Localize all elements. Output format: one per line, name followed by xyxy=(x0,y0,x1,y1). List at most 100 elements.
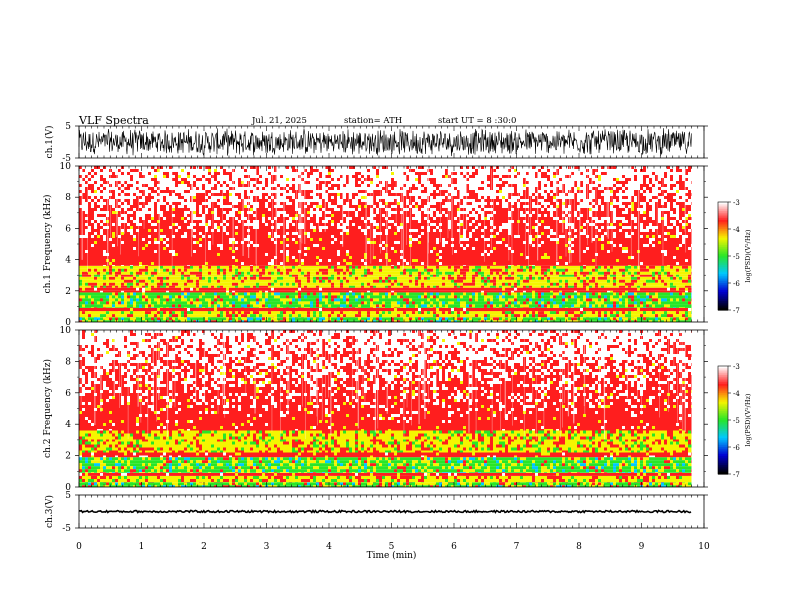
ch1-waveform-panel: 5-5ch.1(V) xyxy=(44,122,708,164)
ch1-spectrogram-streak xyxy=(512,166,513,274)
ch1-spectrogram-streak xyxy=(284,166,285,269)
ch3-waveform-ytick-label: -5 xyxy=(62,524,71,534)
ch1-spectrogram-streak xyxy=(87,166,88,273)
ch2-spectrogram-streak xyxy=(492,330,493,432)
ch1-spectrogram-streak xyxy=(144,166,145,229)
ch2-spectrogram-streak xyxy=(423,330,424,400)
ch1-spectrogram-streak xyxy=(556,166,557,261)
ch2-spectrogram-streak xyxy=(387,330,388,414)
ch2-spectrogram-streak xyxy=(659,330,660,417)
ch1-spectrogram-streak xyxy=(657,166,658,235)
ch1-spectrogram-colorbar-tick-label: -4 xyxy=(733,226,740,234)
ch2-spectrogram-streak xyxy=(305,330,306,439)
ch2-spectrogram-streak xyxy=(365,330,366,402)
ch2-spectrogram-ytick-label: 8 xyxy=(65,357,71,367)
ch1-spectrogram-streak xyxy=(213,166,214,245)
ch2-spectrogram-streak xyxy=(428,330,429,404)
ch2-spectrogram-streak xyxy=(100,330,101,412)
ch1-spectrogram-band-4 xyxy=(79,288,694,293)
x-axis-label: Time (min) xyxy=(367,550,417,561)
ch2-spectrogram-streak xyxy=(404,330,405,436)
x-tick-label: 2 xyxy=(201,542,207,552)
ch2-spectrogram-streak xyxy=(532,330,533,400)
ch2-spectrogram-streak xyxy=(568,330,569,416)
ch2-spectrogram-streak xyxy=(500,330,501,430)
ch1-spectrogram-streak xyxy=(525,166,526,260)
ch1-spectrogram-streak xyxy=(371,166,372,264)
ch2-spectrogram-colorbar-tick-label: -5 xyxy=(733,417,740,425)
ch1-spectrogram-streak xyxy=(587,166,588,245)
ch2-spectrogram-streak xyxy=(272,330,273,432)
ch2-spectrogram-streak xyxy=(683,330,684,437)
ch1-spectrogram-colorbar-tick-label: -7 xyxy=(733,307,740,315)
ch1-spectrogram-streak xyxy=(138,166,139,256)
ch1-spectrogram-band-5 xyxy=(79,277,694,288)
ch1-waveform-ylabel: ch.1(V) xyxy=(44,126,55,159)
x-tick-label: 4 xyxy=(326,542,332,552)
ch2-spectrogram-streak xyxy=(544,330,545,429)
ch3-waveform-ylabel: ch.3(V) xyxy=(44,495,55,528)
ch1-spectrogram-streak xyxy=(191,166,192,257)
ch1-spectrogram-nodata xyxy=(692,166,705,322)
ch2-spectrogram-colorbar-label: log(PSD)(V²/Hz) xyxy=(744,393,752,446)
ch2-spectrogram-streak xyxy=(158,330,159,400)
ch2-spectrogram-band-1 xyxy=(79,476,694,482)
ch1-spectrogram-ytick-label: 4 xyxy=(65,256,71,266)
x-tick-label: 3 xyxy=(264,542,270,552)
ch2-spectrogram-streak xyxy=(204,330,205,403)
ch2-spectrogram-streak xyxy=(637,330,638,399)
ch1-spectrogram-streak xyxy=(579,166,580,262)
ch2-spectrogram-streak xyxy=(524,330,525,440)
ch2-spectrogram-streak xyxy=(218,330,219,414)
ch1-spectrogram-streak xyxy=(450,166,451,231)
ch1-spectrogram-streak xyxy=(566,166,567,257)
ch1-spectrogram-streak xyxy=(301,166,302,254)
ch1-spectrogram-band-3 xyxy=(79,292,694,308)
ch2-spectrogram-streak xyxy=(153,330,154,412)
ch2-spectrogram-streak xyxy=(407,330,408,408)
ch1-spectrogram-ytick-label: 2 xyxy=(65,287,71,297)
ch2-spectrogram-streak xyxy=(141,330,142,423)
ch1-spectrogram-streak xyxy=(348,166,349,230)
ch1-spectrogram-streak xyxy=(663,166,664,265)
x-tick-label: 1 xyxy=(139,542,145,552)
ch2-spectrogram-band-2 xyxy=(79,473,694,476)
ch1-spectrogram-streak xyxy=(120,166,121,255)
ch2-spectrogram-streak xyxy=(641,330,642,415)
ch1-spectrogram-ytick-label: 10 xyxy=(60,162,72,172)
ch2-spectrogram-streak xyxy=(119,330,120,408)
ch2-spectrogram-streak xyxy=(375,330,376,432)
ch2-spectrogram-streak xyxy=(562,330,563,428)
ch1-spectrogram-streak xyxy=(452,166,453,255)
ch2-spectrogram-streak xyxy=(418,330,419,424)
ch2-spectrogram-streak xyxy=(468,330,469,433)
ch2-spectrogram-streak xyxy=(685,330,686,432)
ch2-spectrogram-streak xyxy=(81,330,82,405)
x-tick-label: 6 xyxy=(451,542,457,552)
ch2-spectrogram-streak xyxy=(599,330,600,404)
ch2-spectrogram-ytick-label: 10 xyxy=(60,326,72,336)
ch1-spectrogram-streak xyxy=(401,166,402,259)
ch2-spectrogram-streak xyxy=(604,330,605,439)
ch1-spectrogram-streak xyxy=(518,166,519,235)
ch1-spectrogram-streak xyxy=(574,166,575,233)
ch1-spectrogram-streak xyxy=(484,166,485,262)
ch1-spectrogram-streak xyxy=(612,166,613,252)
ch1-spectrogram-band-1 xyxy=(79,311,694,317)
ch1-spectrogram-streak xyxy=(222,166,223,248)
ch1-waveform-ytick-label: 5 xyxy=(65,122,71,132)
ch1-spectrogram-streak xyxy=(459,166,460,244)
ch1-spectrogram-streak xyxy=(509,166,510,261)
ch1-spectrogram-streak xyxy=(638,166,639,269)
ch1-spectrogram-streak xyxy=(493,166,494,232)
ch1-spectrogram-streak xyxy=(428,166,429,253)
ch2-spectrogram-streak xyxy=(363,330,364,398)
ch1-spectrogram-streak xyxy=(242,166,243,256)
ch2-spectrogram-streak xyxy=(574,330,575,424)
ch2-spectrogram-streak xyxy=(222,330,223,405)
ch2-spectrogram-streak xyxy=(325,330,326,398)
ch1-spectrogram-band-0 xyxy=(79,317,694,322)
ch1-spectrogram-streak xyxy=(124,166,125,234)
ch2-spectrogram-streak xyxy=(436,330,437,405)
